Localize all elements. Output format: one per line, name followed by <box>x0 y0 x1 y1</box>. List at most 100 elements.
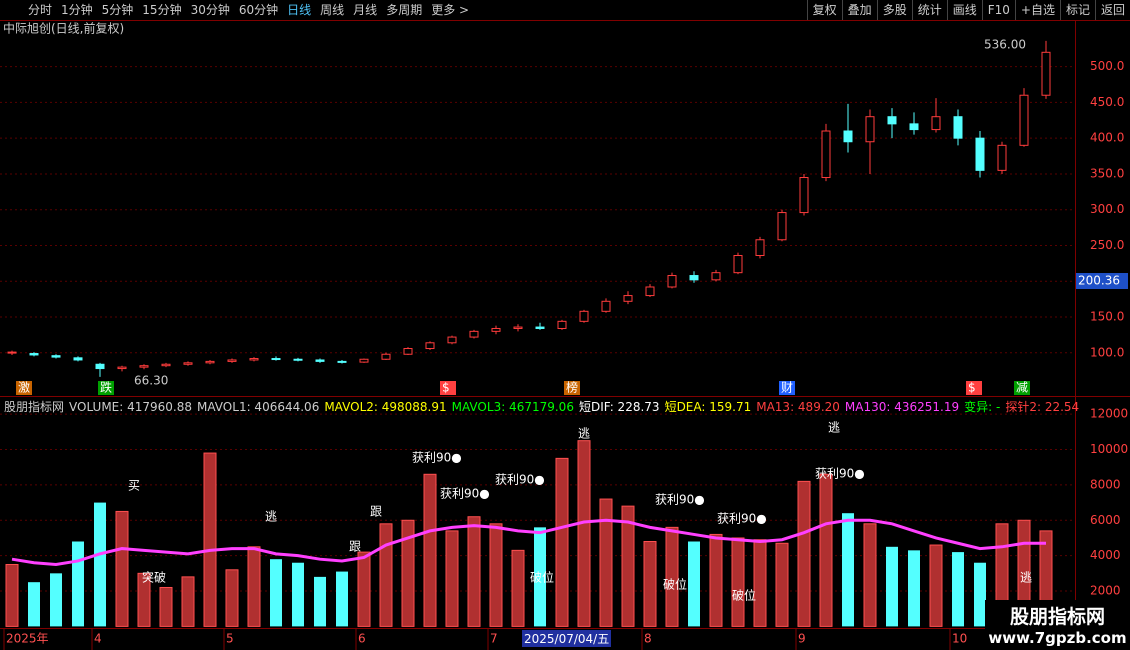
tool-button[interactable]: 多股 <box>876 0 912 20</box>
volume-bar <box>270 559 282 627</box>
tool-button[interactable]: 复权 <box>806 0 842 20</box>
signal-annotation: 获利90● <box>412 451 462 465</box>
x-tick-label: 4 <box>94 632 102 646</box>
volume-bar <box>819 473 833 627</box>
period-tab[interactable]: 日线 <box>287 3 312 17</box>
signal-annotation: 逃 <box>1020 571 1032 585</box>
x-tick-label: 5 <box>226 632 234 646</box>
candle-body <box>337 360 347 363</box>
divider <box>0 628 1130 629</box>
indicator-header: 股朋指标网 VOLUME: 417960.88 MAVOL1: 406644.06 M… <box>4 398 1084 415</box>
signal-annotation: 买 <box>128 479 140 493</box>
candle-body <box>447 336 457 344</box>
volume-bar <box>445 530 459 627</box>
tool-button[interactable]: 统计 <box>911 0 947 20</box>
candle-body <box>425 342 435 350</box>
candle-body <box>711 272 721 281</box>
volume-bar <box>797 480 811 627</box>
period-tab[interactable]: 60分钟 <box>238 3 279 17</box>
divider <box>0 20 1130 21</box>
candle-body <box>403 348 413 355</box>
volume-bar <box>731 537 745 627</box>
volume-bar <box>28 582 40 627</box>
period-tab[interactable]: 月线 <box>353 3 378 17</box>
stock-title: 中际旭创(日线,前复权) <box>3 21 124 36</box>
volume-bar <box>357 551 371 627</box>
candle-body <box>777 212 787 241</box>
candle-body <box>139 365 149 368</box>
candle-body <box>645 286 655 297</box>
volume-bar <box>94 502 106 627</box>
y-tick-label: 100.0 <box>1090 345 1124 359</box>
indicator-value: 股朋指标网 <box>4 400 65 414</box>
volume-bar <box>842 513 854 627</box>
period-tab[interactable]: 1分钟 <box>61 3 93 17</box>
period-tab[interactable]: 5分钟 <box>101 3 134 17</box>
indicator-value: MAVOL2: 498088.91 <box>324 400 447 414</box>
volume-bar <box>688 541 700 627</box>
signal-annotation: 获利90● <box>440 487 490 501</box>
y-tick-label: 10000 <box>1090 442 1128 456</box>
volume-bar <box>379 523 393 627</box>
candle-body <box>293 358 303 361</box>
volume-bar <box>401 519 415 627</box>
candle-body <box>183 362 193 365</box>
signal-box <box>779 381 795 395</box>
volume-bar <box>643 541 657 627</box>
signal-annotation: 逃 <box>828 421 840 435</box>
volume-bar <box>489 523 503 627</box>
volume-bar <box>314 576 326 627</box>
volume-bar <box>577 440 591 627</box>
high-label: 536.00 <box>984 37 1026 51</box>
axis-line <box>1075 20 1076 650</box>
period-tab[interactable]: 30分钟 <box>190 3 230 17</box>
tool-button[interactable]: 返回 <box>1094 0 1130 20</box>
candle-body <box>755 239 765 257</box>
candle-body <box>469 330 479 338</box>
candle-body <box>161 363 171 367</box>
y-tick-label: 12000 <box>1090 407 1128 421</box>
candle-body <box>227 359 237 362</box>
watermark-url: www.7gpzb.com <box>988 629 1127 647</box>
watermark-name: 股朋指标网 <box>1009 606 1105 628</box>
candle-body <box>491 327 501 332</box>
indicator-value: MAVOL1: 406644.06 <box>197 400 320 414</box>
y-tick-label: 350.0 <box>1090 166 1124 180</box>
candle-body <box>117 366 127 370</box>
volume-bar <box>929 544 943 627</box>
tool-button[interactable]: 画线 <box>946 0 982 20</box>
tool-button[interactable]: +自选 <box>1014 0 1060 20</box>
volume-bar <box>181 576 195 627</box>
volume-bar <box>555 457 569 627</box>
y-tick-label: 4000 <box>1090 548 1121 562</box>
y-tick-label: 2000 <box>1090 584 1121 598</box>
signal-annotation: 突破 <box>142 570 166 585</box>
last-price-box <box>1076 273 1128 290</box>
signal-box <box>966 381 982 395</box>
period-tab[interactable]: 周线 <box>320 3 345 17</box>
signal-box <box>98 381 114 395</box>
candle-body <box>931 116 941 131</box>
tool-button[interactable]: 叠加 <box>841 0 877 20</box>
indicator-value: 短DIF: 228.73 <box>578 400 660 414</box>
period-tab[interactable]: 多周期 <box>386 3 423 17</box>
tool-button[interactable]: F10 <box>981 0 1015 20</box>
tool-button[interactable]: 标记 <box>1059 0 1095 20</box>
watermark: 股朋指标网 www.7gpzb.com <box>985 600 1130 650</box>
signal-box <box>440 381 456 395</box>
volume-bar <box>423 473 437 627</box>
period-tab[interactable]: 15分钟 <box>142 3 182 17</box>
volume-bar <box>336 571 348 627</box>
y-tick-label: 450.0 <box>1090 95 1124 109</box>
signal-label: 跌 <box>100 380 112 395</box>
period-tab[interactable]: 分时 <box>28 3 53 17</box>
volume-bar <box>203 452 217 627</box>
candle-body <box>799 177 809 214</box>
volume-bar <box>50 573 62 627</box>
indicator-value: VOLUME: 417960.88 <box>69 400 193 414</box>
candle-body <box>95 363 105 370</box>
candle-body <box>909 123 919 131</box>
signal-box <box>564 381 580 395</box>
period-tab[interactable]: 更多 > <box>431 3 470 17</box>
candle-body <box>271 358 281 361</box>
